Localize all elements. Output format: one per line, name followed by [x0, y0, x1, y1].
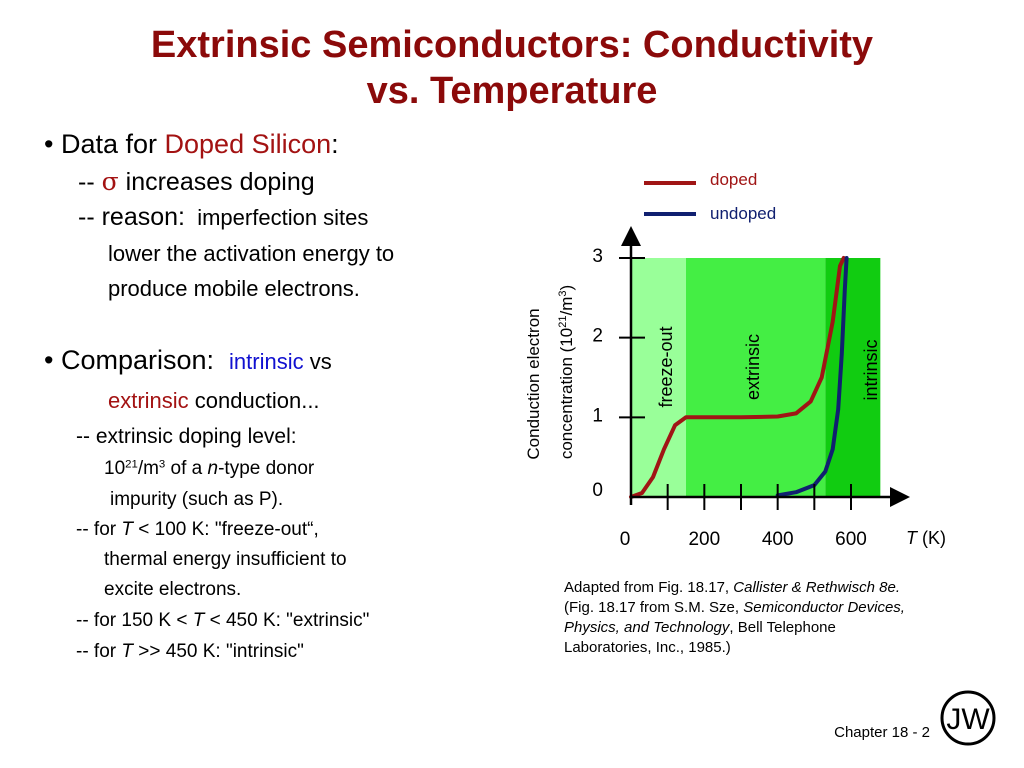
ylabel-c: ) — [557, 285, 576, 291]
tick-labels: 0 200 400 600 0 1 2 3 — [592, 246, 866, 550]
title-line-2: vs. Temperature — [366, 70, 658, 112]
page-title: Extrinsic Semiconductors: Conductivity v… — [0, 22, 1024, 114]
bullet-1-sub-1: -- σ increases doping — [78, 167, 315, 197]
xlabel-unit: (K) — [917, 528, 946, 548]
y-tick-label: 2 — [592, 326, 603, 347]
donor-text: -type donor — [218, 458, 315, 479]
logo-letters: JW — [946, 703, 990, 736]
ticks — [619, 257, 852, 510]
x-axis-label: T (K) — [906, 528, 946, 548]
caption-part-2: Callister & Rethwisch 8e. — [733, 579, 900, 596]
region-label-extrinsic: extrinsic — [743, 334, 763, 400]
bullet-1-suffix: : — [331, 129, 339, 159]
n-type: n — [207, 458, 219, 479]
T-symbol: T — [192, 610, 205, 631]
legend-undoped-text: undoped — [710, 204, 776, 223]
bullet-2: • Comparison: intrinsic vs — [44, 344, 332, 378]
y-tick-label: 0 — [592, 480, 603, 501]
bullet-1-sub-2: -- reason: imperfection sites — [78, 204, 368, 231]
bullet-2-excite: excite electrons. — [104, 579, 242, 600]
y-axis-label-line-2: concentration (1021/m3) — [557, 285, 576, 459]
conduction-word: conduction... — [188, 388, 320, 413]
ylabel-a: concentration (10 — [557, 328, 576, 459]
range-rest: < 450 K: "extrinsic" — [204, 610, 370, 631]
bullet-1-sub-2-line-3: produce mobile electrons. — [108, 276, 360, 301]
slide-footer: Chapter 18 - 2 — [834, 724, 930, 741]
title-line-1: Extrinsic Semiconductors: Conductivity — [150, 24, 874, 66]
bullet-2-doping-value: 1021/m3 of a n-type donor — [104, 456, 314, 482]
x-tick-label: 400 — [762, 529, 794, 550]
x-tick-label: 200 — [688, 529, 720, 550]
legend: doped undoped — [644, 170, 776, 223]
series-line-doped — [629, 256, 846, 499]
region-label-intrinsic: intrinsic — [861, 339, 881, 400]
sub-2-text: imperfection sites — [197, 205, 369, 230]
bullet-2-impurity: impurity (such as P). — [110, 489, 284, 510]
caption-part-5: , Bell Telephone Laboratories, Inc., 198… — [564, 619, 836, 656]
logo-ring — [940, 690, 996, 746]
x-tick-label: 0 — [620, 529, 631, 550]
bullet-2-prefix: Comparison: — [60, 345, 215, 375]
intrinsic-word: intrinsic — [229, 349, 304, 374]
xlabel-T: T — [906, 528, 919, 548]
y-axis-arrow — [621, 226, 641, 246]
x-axis-arrow — [890, 487, 910, 507]
for-prefix: -- for — [76, 519, 122, 540]
sub-1-text: increases doping — [118, 168, 315, 196]
bullet-marker: • — [44, 129, 61, 159]
range-rest: >> 450 K: "intrinsic" — [133, 641, 304, 662]
unit-m: /m — [137, 458, 159, 479]
range-prefix: -- for — [76, 641, 122, 662]
freeze-out-rest: < 100 K: "freeze-out“, — [133, 519, 319, 540]
bullet-1-sub-2-line-2: lower the activation energy to — [108, 241, 395, 266]
bullet-2-thermal: thermal energy insufficient to — [104, 549, 347, 570]
y-axis-label-line-1: Conduction electron — [524, 308, 543, 459]
region-freeze-out — [631, 258, 686, 497]
T-symbol: T — [121, 641, 133, 662]
caption-part-3: (Fig. 18.17 from S.M. Sze, — [564, 599, 744, 616]
ylabel-exp: 21 — [557, 316, 569, 328]
y-axis-label: Conduction electron concentration (1021/… — [524, 285, 576, 460]
vs-word: vs — [303, 349, 332, 374]
bullet-1-highlight: Doped Silicon — [164, 129, 332, 159]
bullet-2-line-2: extrinsic conduction... — [108, 388, 320, 414]
region-extrinsic — [686, 258, 826, 497]
x-tick-label: 600 — [835, 529, 867, 550]
region-labels: freeze-out extrinsic intrinsic — [656, 326, 881, 407]
region-label-freeze-out: freeze-out — [656, 326, 676, 407]
axes — [621, 226, 910, 507]
ylabel-b: /m — [557, 297, 576, 316]
unit-sup: 3 — [158, 458, 166, 471]
bullet-1-prefix: Data for — [60, 129, 165, 159]
legend-doped-text: doped — [710, 170, 757, 189]
figure-caption: Adapted from Fig. 18.17, Callister & Ret… — [564, 578, 924, 658]
series-line-undoped — [775, 256, 849, 498]
exp-sup: 21 — [125, 458, 138, 471]
caption-part-1: Adapted from Fig. 18.17, — [564, 579, 734, 596]
sub-2-prefix: -- reason: — [78, 203, 185, 231]
exp-base: 10 — [104, 458, 126, 479]
of-a: of a — [165, 458, 208, 479]
y-tick-label: 1 — [592, 405, 603, 426]
regions — [631, 258, 881, 497]
sigma-symbol: σ — [101, 167, 119, 196]
bullet-2-freeze-out: -- for T < 100 K: "freeze-out“, — [76, 517, 319, 543]
bullet-1: • Data for Doped Silicon: — [44, 128, 339, 160]
bullet-2-intrinsic-range: -- for T >> 450 K: "intrinsic" — [76, 639, 304, 665]
sub-1-prefix: -- — [78, 168, 102, 196]
series-lines — [629, 256, 849, 499]
ylabel-exp2: 3 — [557, 291, 569, 297]
publisher-logo: JW — [940, 690, 996, 746]
range-prefix: -- for 150 K < — [76, 610, 193, 631]
extrinsic-word: extrinsic — [108, 388, 189, 413]
bullet-marker: • — [44, 345, 61, 375]
y-tick-label: 3 — [592, 246, 603, 267]
bullet-2-extrinsic-range: -- for 150 K < T < 450 K: "extrinsic" — [76, 608, 369, 634]
bullet-2-doping-level: -- extrinsic doping level: — [76, 425, 297, 448]
caption-part-4: Semiconductor Devices, Physics, and Tech… — [564, 599, 905, 636]
T-symbol: T — [121, 519, 133, 540]
